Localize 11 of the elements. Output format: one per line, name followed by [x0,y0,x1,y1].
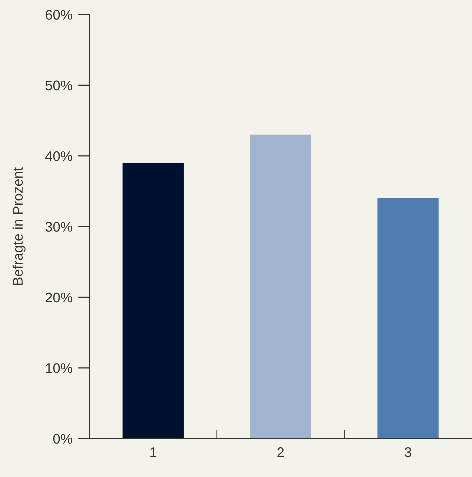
x-tick-label: 2 [278,448,284,458]
y-tick-label: 40% [46,151,73,162]
y-tick-label: 0% [53,434,73,444]
y-tick-label: 10% [46,364,73,374]
y-tick-label: 60% [46,10,73,20]
x-tick-label: 1 [150,448,157,458]
y-tick-label: 50% [46,80,73,91]
y-axis-title: Befragte in Prozent [12,167,26,286]
y-tick-label: 30% [46,222,73,232]
y-tick-label: 20% [46,292,73,303]
x-tick-label: 3 [404,448,412,458]
